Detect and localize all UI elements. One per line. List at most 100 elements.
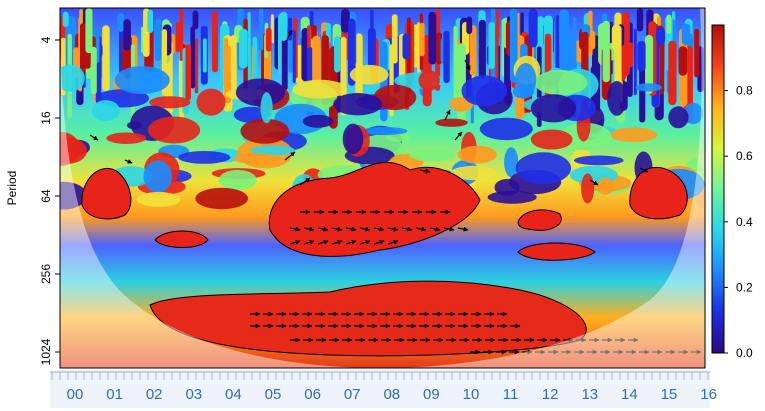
- texture-blob: [60, 137, 87, 164]
- texture-streak: [259, 8, 264, 51]
- phase-arrow: [589, 179, 599, 186]
- phase-arrow: [373, 226, 385, 232]
- texture-blob: [342, 123, 364, 155]
- texture-blob: [178, 151, 231, 164]
- texture-streak: [117, 12, 125, 32]
- texture-streak: [419, 22, 425, 57]
- texture-blob: [195, 187, 248, 210]
- x-tick-label: 06: [304, 386, 321, 403]
- texture-blob: [149, 96, 191, 109]
- phase-arrow: [284, 151, 296, 161]
- texture-blob: [530, 129, 573, 150]
- texture-streak: [656, 27, 665, 45]
- colorbar-tick-label: 0.8: [736, 84, 753, 98]
- texture-blob: [530, 94, 577, 123]
- texture-blob: [361, 126, 408, 136]
- texture-blob: [597, 177, 614, 195]
- texture-streak: [185, 44, 191, 101]
- phase-arrow: [331, 239, 343, 245]
- texture-streak: [636, 8, 644, 32]
- x-tick-label: 08: [383, 386, 400, 403]
- phase-arrow: [89, 134, 99, 141]
- texture-streak: [212, 11, 218, 73]
- texture-blob: [60, 64, 85, 92]
- texture-streak: [90, 46, 97, 95]
- texture-blob: [240, 118, 290, 144]
- texture-blob: [581, 173, 595, 204]
- phase-arrow: [401, 226, 413, 232]
- cone-of-influence: [60, 8, 705, 368]
- texture-blob: [607, 81, 627, 116]
- region-right-64: [629, 167, 688, 219]
- high-frequency-texture: [60, 8, 705, 210]
- texture-streak: [453, 26, 458, 103]
- texture-blob: [457, 145, 497, 164]
- texture-streak: [265, 27, 272, 52]
- texture-blob: [143, 160, 173, 193]
- phase-arrow: [345, 226, 357, 232]
- texture-blob: [515, 62, 537, 97]
- texture-streak: [334, 36, 341, 73]
- y-tick-label: 64: [39, 189, 53, 203]
- phase-arrow: [464, 59, 471, 71]
- texture-blob: [233, 106, 269, 123]
- region-oval-03: [155, 231, 208, 248]
- texture-blob: [114, 66, 170, 95]
- phase-arrow: [444, 109, 451, 121]
- colorbar: 0.0 0.2 0.4 0.6 0.8: [711, 24, 753, 360]
- texture-blob: [148, 116, 201, 144]
- colorbar-tick-label: 0.2: [736, 280, 753, 294]
- texture-streak: [402, 33, 410, 60]
- plot-frame: [59, 7, 706, 369]
- texture-blob: [106, 132, 147, 144]
- texture-streak: [175, 21, 180, 53]
- texture-streak: [62, 11, 69, 28]
- texture-streak: [528, 8, 538, 48]
- texture-blob: [515, 152, 571, 185]
- region-oval-12: [518, 243, 595, 261]
- texture-streak: [279, 11, 288, 41]
- texture-streak: [123, 19, 131, 51]
- region-low-band: [150, 281, 587, 356]
- x-tick-label: 04: [225, 386, 242, 403]
- y-tick-label: 1024: [39, 338, 53, 365]
- texture-blob: [435, 118, 468, 127]
- phase-arrow: [373, 239, 385, 245]
- texture-blob: [534, 70, 588, 96]
- texture-streak: [496, 9, 500, 39]
- phase-arrow: [331, 226, 343, 232]
- phase-arrow: [345, 239, 357, 245]
- x-tick-label: 15: [661, 386, 678, 403]
- y-tick-label: 4: [39, 36, 53, 43]
- texture-streak: [281, 26, 288, 91]
- texture-blob: [418, 70, 440, 91]
- texture-blob: [504, 147, 519, 178]
- phase-arrow: [299, 177, 311, 186]
- x-tick-label: 14: [621, 386, 638, 403]
- texture-streak: [223, 37, 229, 88]
- phase-arrow: [387, 226, 399, 232]
- texture-streak: [678, 46, 688, 76]
- x-tick-label: 10: [463, 386, 480, 403]
- texture-streak: [239, 28, 248, 69]
- texture-streak: [633, 28, 637, 95]
- texture-streak: [694, 28, 700, 78]
- texture-blob: [302, 114, 334, 128]
- texture-streak: [589, 30, 596, 50]
- texture-blob: [136, 191, 181, 207]
- x-tick-label: 01: [106, 386, 123, 403]
- phase-arrow: [303, 239, 315, 245]
- texture-blob: [196, 88, 226, 116]
- phase-arrow: [359, 226, 371, 232]
- texture-streak: [194, 38, 199, 94]
- x-axis-band: 00 01 02 03 04 05 06 07 08 09 10 11 12 13 14 15 16: [50, 370, 717, 408]
- texture-streak: [666, 14, 672, 34]
- texture-blob: [635, 83, 662, 92]
- texture-streak: [367, 27, 376, 68]
- colorbar-tick-label: 0.6: [736, 149, 753, 163]
- phase-arrow: [359, 239, 371, 245]
- texture-streak: [102, 25, 110, 92]
- plot-area: [60, 8, 705, 368]
- texture-streak: [478, 19, 486, 79]
